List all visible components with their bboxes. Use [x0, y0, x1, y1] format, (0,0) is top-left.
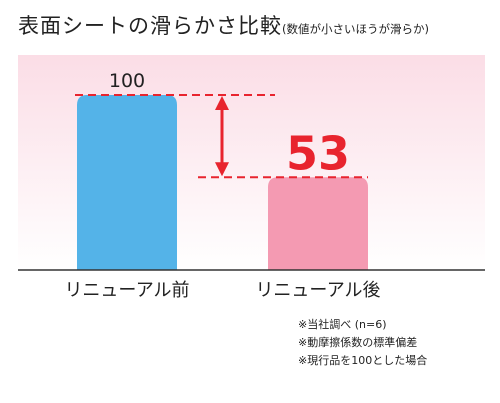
data-label: 100	[109, 70, 145, 92]
bar-before	[77, 95, 177, 270]
footnotes: ※当社調べ (n=6) ※動摩擦係数の標準偏差 ※現行品を100とした場合	[298, 316, 427, 370]
footnote: ※動摩擦係数の標準偏差	[298, 336, 418, 349]
x-tick-label: リニューアル後	[255, 280, 380, 301]
bar-after	[268, 177, 368, 270]
footnote: ※現行品を100とした場合	[298, 354, 428, 367]
difference-arrow-head-up	[215, 96, 229, 110]
title-main: 表面シートの滑らかさ比較	[18, 14, 282, 38]
difference-arrow-head-down	[215, 162, 229, 177]
data-label-highlight: 53	[286, 126, 350, 180]
x-tick-label: リニューアル前	[64, 280, 189, 301]
footnote: ※当社調べ (n=6)	[298, 318, 387, 331]
title-subtitle: (数値が小さいほうが滑らか)	[282, 22, 429, 36]
chart-title: 表面シートの滑らかさ比較(数値が小さいほうが滑らか)	[18, 10, 429, 40]
